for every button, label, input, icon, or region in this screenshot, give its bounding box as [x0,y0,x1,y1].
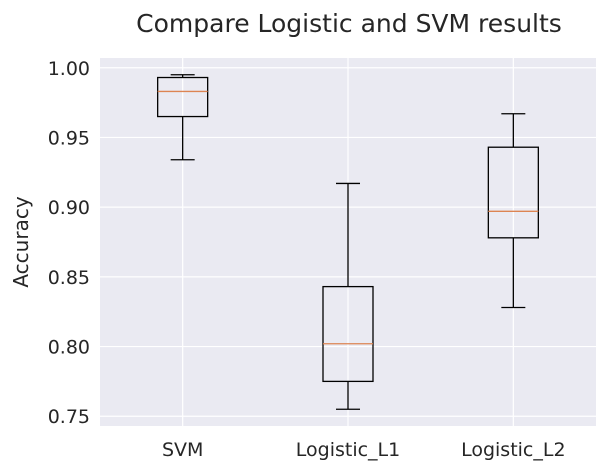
y-axis-ticks: 0.75 0.80 0.85 0.90 0.95 1.00 [48,58,90,428]
y-tick-label: 0.80 [48,337,90,359]
x-tick-label: Logistic_L1 [296,439,400,461]
boxes [157,74,539,410]
box-logistic-l1 [322,182,374,410]
y-tick-label: 0.95 [48,127,90,149]
box-body [487,146,539,239]
y-axis-label: Accuracy [9,196,33,287]
y-tick-label: 0.90 [48,197,90,219]
x-axis-ticks: SVM Logistic_L1 Logistic_L2 [162,439,566,461]
y-tick-label: 1.00 [48,58,90,80]
chart-title: Compare Logistic and SVM results [136,9,562,38]
y-tick-label: 0.75 [48,406,90,428]
box-body [322,285,374,383]
box-logistic-l2 [487,113,539,309]
y-tick-label: 0.85 [48,267,90,289]
x-tick-label: Logistic_L2 [461,439,565,461]
box-body [157,76,209,118]
box-svm [157,74,209,161]
x-tick-label: SVM [162,439,203,461]
